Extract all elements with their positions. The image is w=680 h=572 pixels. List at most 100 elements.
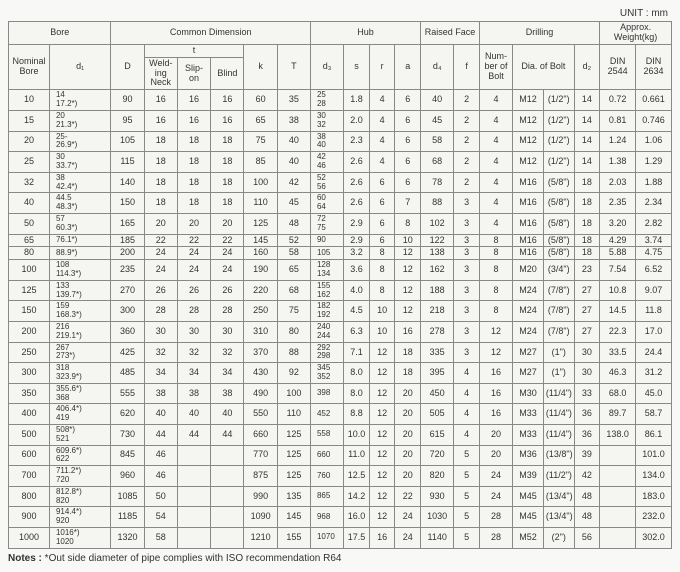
cell-a: 6 (395, 90, 421, 111)
cell-bl: 18 (211, 193, 244, 214)
cell-a: 12 (395, 280, 421, 301)
cell-d3: 292 298 (310, 342, 343, 363)
cell-d1: 216 219.1*) (49, 322, 110, 343)
cell-T: 58 (277, 247, 310, 260)
cell-D: 1085 (111, 486, 144, 507)
cell-d2: 18 (574, 172, 600, 193)
cell-bl: 44 (211, 425, 244, 446)
cell-d3: 345 352 (310, 363, 343, 384)
cell-f: 3 (454, 234, 480, 247)
cell-k: 220 (244, 280, 277, 301)
cell-a: 12 (395, 260, 421, 281)
cell-dia2: (1") (543, 342, 574, 363)
cell-wn: 20 (144, 213, 177, 234)
cell-k: 660 (244, 425, 277, 446)
cell-s: 1.8 (344, 90, 370, 111)
cell-s: 2.3 (344, 131, 370, 152)
cell-bl: 40 (211, 404, 244, 425)
cell-dia2: (11/4") (543, 383, 574, 404)
cell-so: 18 (177, 152, 210, 173)
cell-w1: 89.7 (600, 404, 636, 425)
cell-so: 32 (177, 342, 210, 363)
cell-k: 125 (244, 213, 277, 234)
table-row: 300318 323.9*)48534343443092345 3528.012… (9, 363, 672, 384)
cell-nb: 150 (9, 301, 50, 322)
cell-r: 6 (369, 172, 395, 193)
cell-a: 12 (395, 301, 421, 322)
hdr-a: a (395, 44, 421, 90)
hdr-f: f (454, 44, 480, 90)
table-row: 350355.6*) 3685553838384901003988.012204… (9, 383, 672, 404)
cell-w2: 4.75 (636, 247, 672, 260)
cell-d4: 40 (421, 90, 454, 111)
cell-d3: 1070 (310, 528, 343, 549)
cell-dia2: (7/8") (543, 322, 574, 343)
cell-nb: 900 (9, 507, 50, 528)
cell-k: 490 (244, 383, 277, 404)
cell-k: 190 (244, 260, 277, 281)
cell-T: 75 (277, 301, 310, 322)
cell-r: 12 (369, 363, 395, 384)
cell-D: 200 (111, 247, 144, 260)
cell-wn: 54 (144, 507, 177, 528)
cell-d4: 395 (421, 363, 454, 384)
cell-a: 6 (395, 172, 421, 193)
cell-d2: 14 (574, 110, 600, 131)
cell-w2: 0.746 (636, 110, 672, 131)
cell-wn: 24 (144, 260, 177, 281)
cell-wn: 46 (144, 466, 177, 487)
cell-D: 115 (111, 152, 144, 173)
cell-wn: 32 (144, 342, 177, 363)
cell-nb: 800 (9, 486, 50, 507)
cell-s: 11.0 (344, 445, 370, 466)
cell-nb2: 4 (479, 90, 512, 111)
cell-D: 1185 (111, 507, 144, 528)
hdr-hub: Hub (310, 22, 420, 45)
hdr-bore: Bore (9, 22, 111, 45)
cell-bl: 24 (211, 260, 244, 281)
cell-nb2: 4 (479, 193, 512, 214)
cell-a: 6 (395, 110, 421, 131)
cell-d4: 162 (421, 260, 454, 281)
cell-w1: 0.72 (600, 90, 636, 111)
cell-k: 430 (244, 363, 277, 384)
cell-k: 60 (244, 90, 277, 111)
hdr-drilling: Drilling (479, 22, 599, 45)
cell-d3: 452 (310, 404, 343, 425)
cell-nb: 65 (9, 234, 50, 247)
unit-label: UNIT : mm (8, 8, 672, 19)
hdr-wn: Weld- ing Neck (144, 57, 177, 90)
cell-r: 12 (369, 486, 395, 507)
cell-d4: 335 (421, 342, 454, 363)
cell-bl: 32 (211, 342, 244, 363)
table-row: 150159 168.3*)30028282825075182 1924.510… (9, 301, 672, 322)
flange-table: Bore Common Dimension Hub Raised Face Dr… (8, 21, 672, 549)
cell-w1 (600, 466, 636, 487)
cell-T: 80 (277, 322, 310, 343)
cell-r: 12 (369, 404, 395, 425)
cell-f: 3 (454, 213, 480, 234)
cell-dia2: (11/4") (543, 404, 574, 425)
cell-d3: 25 28 (310, 90, 343, 111)
cell-dia: M39 (513, 466, 544, 487)
cell-s: 16.0 (344, 507, 370, 528)
cell-k: 1090 (244, 507, 277, 528)
cell-d3: 90 (310, 234, 343, 247)
notes-text: *Out side diameter of pipe complies with… (42, 553, 342, 564)
cell-w2: 58.7 (636, 404, 672, 425)
cell-wn: 18 (144, 152, 177, 173)
cell-w2: 9.07 (636, 280, 672, 301)
hdr-nominal-bore: Nominal Bore (9, 44, 50, 90)
cell-w1 (600, 445, 636, 466)
cell-dia2: (13/4") (543, 486, 574, 507)
cell-D: 620 (111, 404, 144, 425)
hdr-s: s (344, 44, 370, 90)
cell-w1: 1.38 (600, 152, 636, 173)
cell-nb: 600 (9, 445, 50, 466)
cell-d1: 711.2*) 720 (49, 466, 110, 487)
table-row: 800812.8*) 82010855099013586514.21222930… (9, 486, 672, 507)
hdr-raised: Raised Face (421, 22, 480, 45)
cell-wn: 16 (144, 110, 177, 131)
cell-so: 16 (177, 90, 210, 111)
hdr-weight: Approx. Weight(kg) (600, 22, 672, 45)
